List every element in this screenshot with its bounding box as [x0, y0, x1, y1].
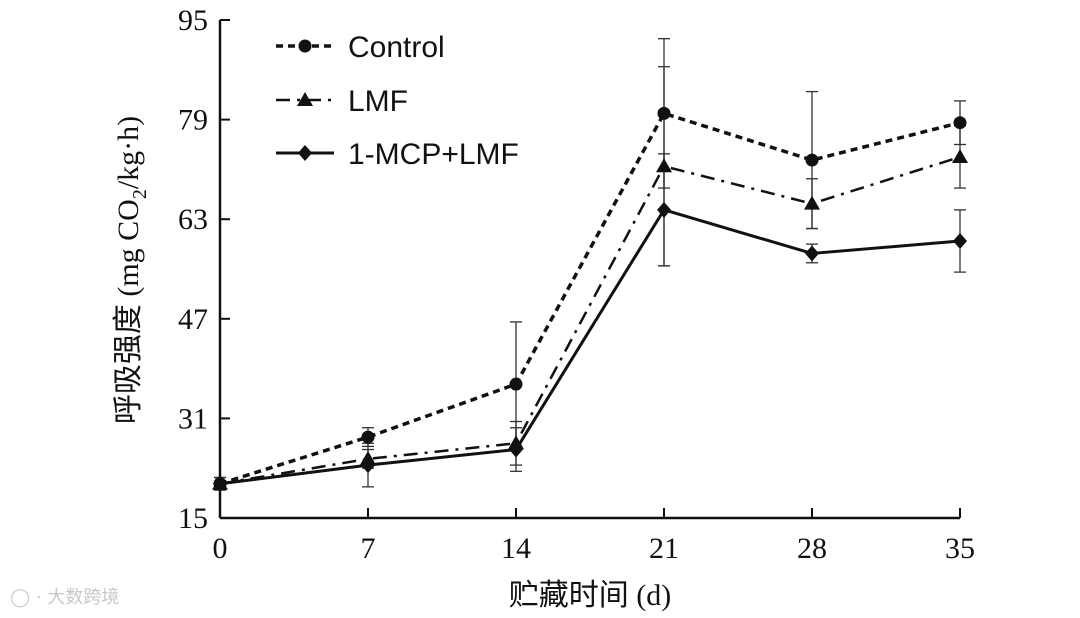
watermark-logo-icon: ◯ · — [10, 587, 42, 608]
legend-item-1-mcp-lmf: 1-MCP+LMF — [276, 138, 519, 171]
data-point-1-mcp-lmf — [953, 232, 967, 249]
watermark: ◯ · 大数跨境 — [10, 587, 120, 608]
data-point-1-mcp-lmf — [361, 457, 375, 474]
data-point-1-mcp-lmf — [509, 441, 523, 458]
data-point-control — [509, 377, 523, 391]
data-point-1-mcp-lmf — [805, 245, 819, 262]
x-tick-label: 28 — [797, 532, 827, 565]
y-tick-label: 95 — [178, 4, 208, 37]
series-lines — [219, 111, 961, 486]
legend: Control LMF 1-MCP+LMF — [276, 31, 519, 171]
axes — [218, 20, 960, 520]
legend-item-control: Control — [276, 31, 445, 64]
y-axis-title: 呼吸强度 (mg CO2/kg·h) — [112, 116, 151, 424]
data-point-1-mcp-lmf — [657, 201, 671, 218]
svg-text:1-MCP+LMF: 1-MCP+LMF — [348, 138, 519, 171]
x-tick-label: 35 — [945, 532, 975, 565]
y-ticks: 15 31 47 63 79 95 — [178, 4, 230, 535]
data-point-lmf — [952, 148, 968, 163]
legend-item-lmf: LMF — [276, 85, 408, 118]
data-point-control — [805, 153, 819, 167]
series-line-lmf — [219, 155, 961, 485]
x-tick-label: 14 — [501, 532, 531, 565]
data-point-control — [953, 116, 967, 130]
y-tick-label: 79 — [178, 104, 208, 137]
svg-text:Control: Control — [348, 31, 445, 64]
x-axis-title: 贮藏时间 (d) — [509, 579, 671, 612]
y-tick-label: 47 — [178, 303, 208, 336]
x-ticks: 0 7 14 21 28 35 — [213, 508, 975, 565]
x-tick-label: 21 — [649, 532, 679, 565]
error-bars — [214, 38, 966, 491]
svg-text:LMF: LMF — [348, 85, 408, 118]
data-point-1-mcp-lmf — [213, 475, 227, 492]
y-tick-label: 31 — [178, 402, 208, 435]
x-tick-label: 7 — [361, 532, 376, 565]
data-point-lmf — [656, 158, 672, 173]
y-axis-title-subscript: 2 — [129, 189, 151, 199]
y-tick-label: 15 — [178, 502, 208, 535]
series-line-control — [219, 111, 961, 486]
data-point-control — [361, 430, 375, 444]
data-point-control — [657, 106, 671, 120]
data-point-lmf — [804, 195, 820, 210]
series-markers — [212, 106, 968, 492]
x-tick-label: 0 — [213, 532, 228, 565]
y-tick-label: 63 — [178, 203, 208, 236]
series-line-1-mcp-lmf — [219, 208, 961, 486]
